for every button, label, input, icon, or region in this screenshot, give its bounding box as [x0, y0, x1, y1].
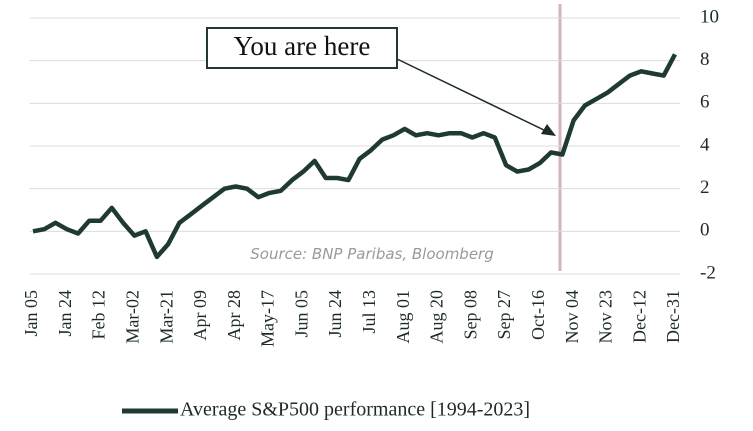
x-tick-label: Jun 24 [325, 290, 345, 338]
x-tick-label: Aug 20 [427, 290, 447, 344]
legend-label: Average S&P500 performance [1994-2023] [180, 399, 530, 421]
x-tick-label: Jan 05 [21, 290, 41, 337]
x-tick-label: Sep 08 [460, 290, 480, 340]
line [32, 53, 677, 260]
y-tick-label: 8 [700, 49, 710, 70]
x-tick-label: Dec-12 [629, 290, 649, 343]
y-tick-label: 0 [700, 220, 710, 241]
y-tick-label: 4 [700, 134, 710, 155]
y-tick-label: 10 [700, 6, 719, 27]
x-tick-label: Apr 09 [190, 290, 210, 341]
arrow-head [541, 124, 556, 136]
x-tick-label: Jan 24 [55, 290, 75, 337]
x-tick-label: Dec-31 [663, 290, 683, 343]
plot: -2 0 2 4 6 8 10 Jan 05 Jan 24 Feb 12 Mar-02 Mar-21 A… [21, 6, 719, 347]
source: Source: BNP Paribas, Bloomberg [250, 245, 494, 263]
y-tick-label: -2 [700, 262, 716, 283]
x-tick-label: Feb 12 [89, 290, 109, 340]
x-tick-label: Aug 01 [393, 290, 413, 344]
x-tick-label: Jul 13 [359, 290, 379, 334]
x-tick-label: Nov 04 [562, 290, 582, 344]
x-tick-label: Apr 28 [224, 290, 244, 341]
x-tick-label: Sep 27 [494, 290, 514, 340]
annotation: You are here [234, 31, 371, 61]
x-tick-label: May-17 [258, 290, 278, 347]
x-tick-label: Jun 05 [291, 290, 311, 338]
x-tick-label: Mar-21 [156, 290, 176, 344]
arrow [394, 57, 549, 133]
annotation-box [206, 27, 398, 69]
x-tick-label: Oct-16 [528, 290, 548, 340]
x-tick-label: Nov 23 [596, 290, 616, 344]
y-tick-label: 2 [700, 177, 710, 198]
y-tick-label: 6 [700, 92, 710, 113]
x-tick-label: Mar-02 [122, 290, 142, 344]
